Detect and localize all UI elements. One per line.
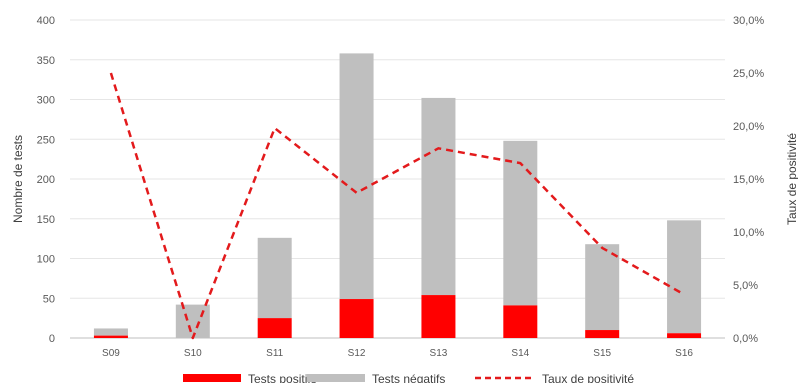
- bar-negatifs: [585, 244, 620, 331]
- left-tick-label: 250: [37, 134, 55, 146]
- bar-negatifs: [421, 97, 456, 296]
- x-tick-label: S15: [593, 348, 611, 359]
- bar-positifs: [421, 295, 456, 338]
- left-axis-ticks: 0 50 100 150 200 250 300 350 400: [37, 15, 55, 345]
- left-tick-label: 200: [37, 174, 55, 186]
- bar-negatifs: [93, 328, 128, 336]
- bar-negatifs: [339, 53, 374, 300]
- right-tick-label: 10,0%: [733, 227, 764, 239]
- bar-positifs: [339, 299, 374, 338]
- left-tick-label: 50: [43, 293, 55, 305]
- bar-positifs: [667, 333, 702, 338]
- bar-positifs: [257, 318, 292, 338]
- x-tick-label: S09: [102, 348, 120, 359]
- legend-label-taux: Taux de positivité: [542, 372, 634, 383]
- right-tick-label: 25,0%: [733, 68, 764, 80]
- bar-negatifs: [667, 220, 702, 334]
- right-axis-ticks: 0,0% 5,0% 10,0% 15,0% 20,0% 25,0% 30,0%: [733, 15, 764, 345]
- left-axis-title: Nombre de tests: [11, 135, 25, 223]
- right-tick-label: 15,0%: [733, 174, 764, 186]
- x-tick-label: S14: [511, 348, 529, 359]
- x-tick-label: S11: [266, 348, 283, 359]
- legend-swatch-positifs: [183, 374, 241, 382]
- left-tick-label: 100: [37, 254, 55, 266]
- legend-label-positifs: Tests positifs: [248, 372, 317, 383]
- left-tick-label: 150: [37, 214, 55, 226]
- left-tick-label: 0: [49, 333, 55, 345]
- x-tick-label: S10: [184, 348, 202, 359]
- bar-negatifs: [257, 237, 292, 319]
- bar-positifs: [585, 330, 620, 338]
- bar-negatifs: [175, 304, 210, 338]
- rate-line-series: [109, 72, 685, 340]
- right-tick-label: 5,0%: [733, 280, 758, 292]
- legend: Tests positifs Tests négatifs Taux de po…: [183, 372, 634, 383]
- line-taux-de-positivite: [109, 72, 685, 340]
- x-tick-label: S12: [348, 348, 366, 359]
- legend-swatch-negatifs: [307, 374, 365, 382]
- right-tick-label: 30,0%: [733, 15, 764, 27]
- x-tick-label: S13: [430, 348, 448, 359]
- right-tick-label: 0,0%: [733, 333, 758, 345]
- grid-lines: [70, 19, 725, 339]
- right-tick-label: 20,0%: [733, 121, 764, 133]
- left-tick-label: 350: [37, 55, 55, 67]
- bar-negatifs: [503, 140, 538, 306]
- left-tick-label: 300: [37, 95, 55, 107]
- bar-positifs: [93, 335, 128, 338]
- x-tick-label: S16: [675, 348, 693, 359]
- bar-series: [93, 53, 702, 338]
- right-axis-title: Taux de positivité: [785, 133, 798, 225]
- legend-label-negatifs: Tests négatifs: [372, 372, 445, 383]
- x-axis-ticks: S09 S10 S11 S12 S13 S14 S15 S16: [102, 348, 693, 359]
- bar-positifs: [503, 305, 538, 338]
- left-tick-label: 400: [37, 15, 55, 27]
